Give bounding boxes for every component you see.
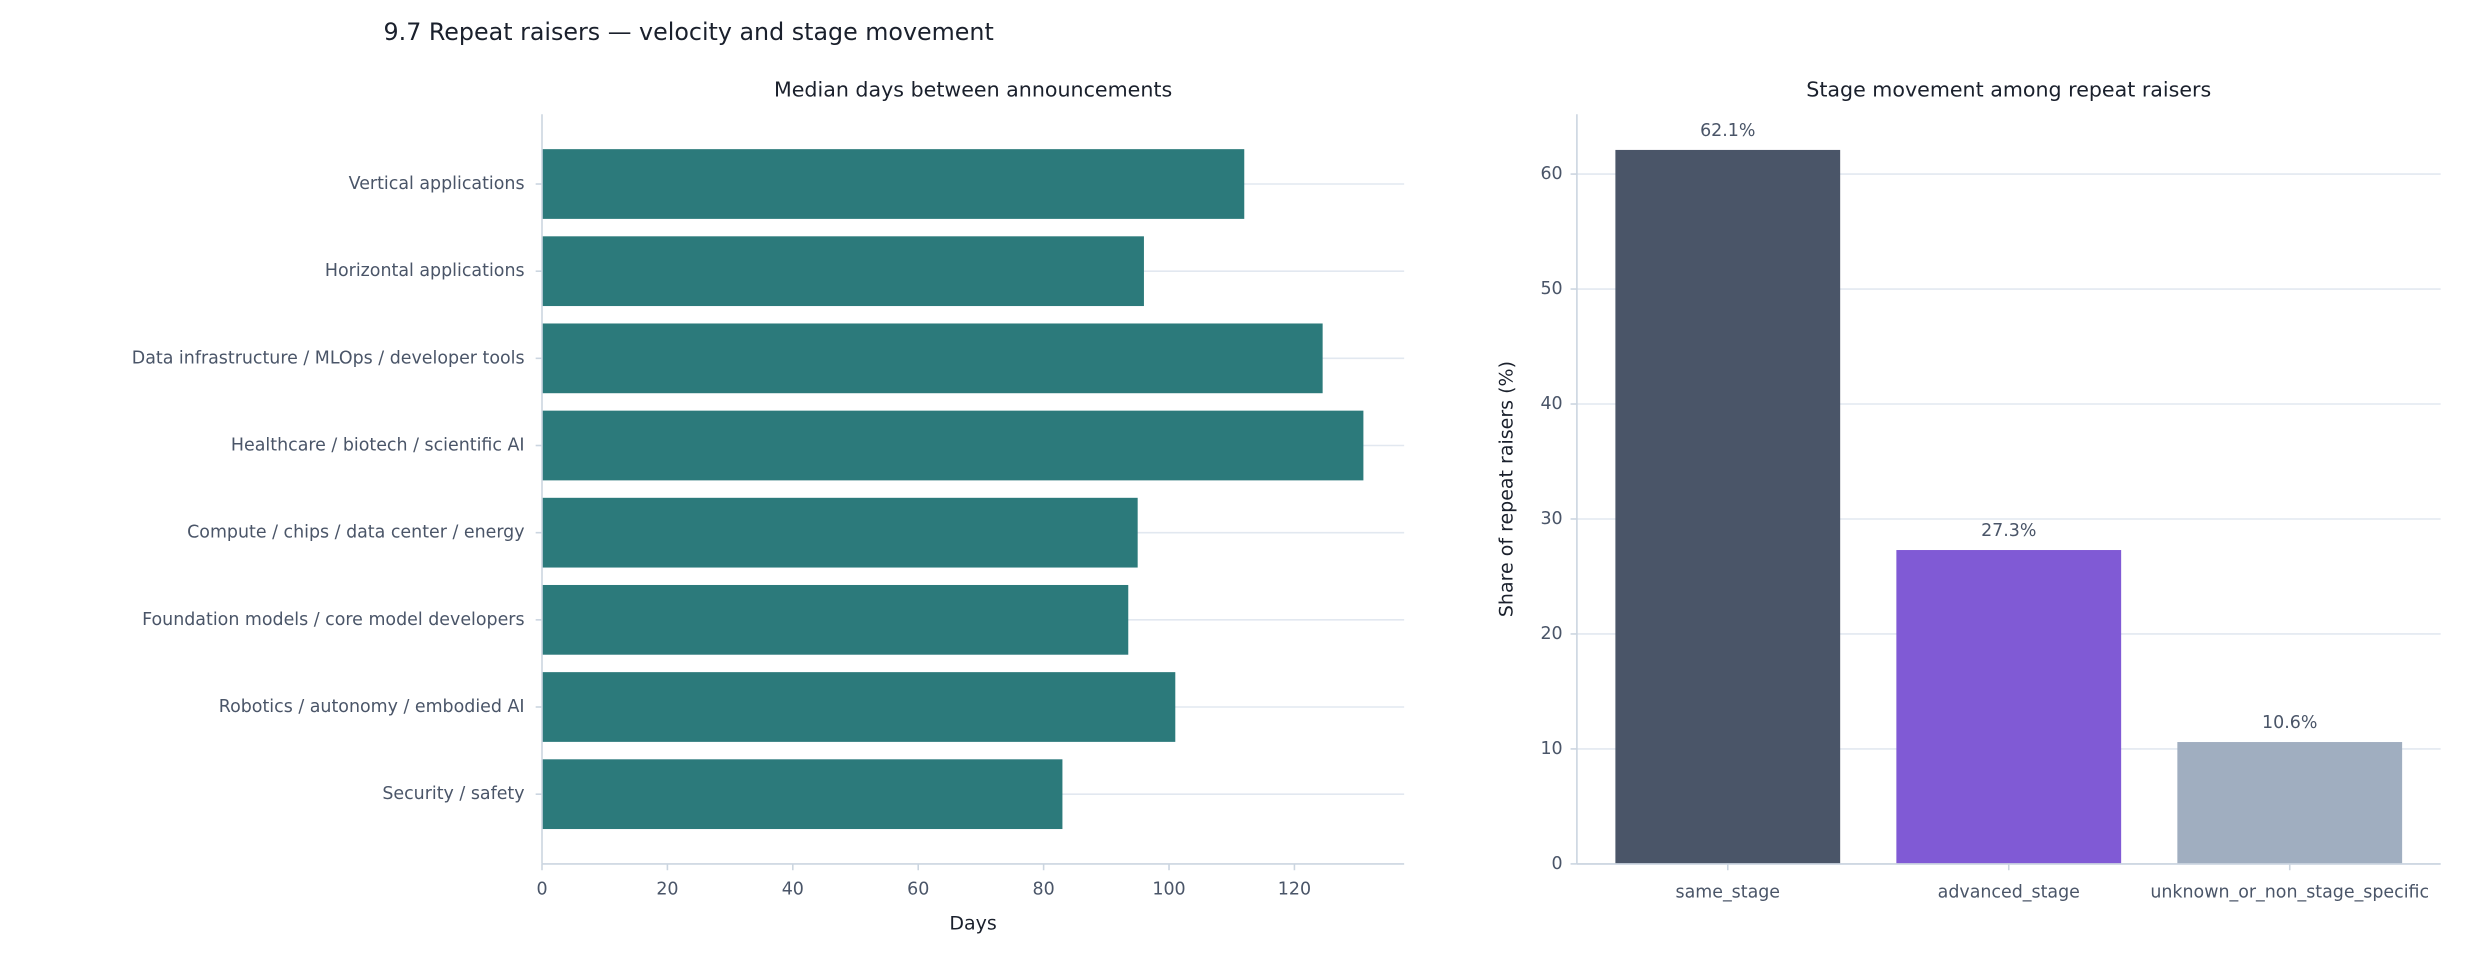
y-tick-label: Foundation models / core model developer… <box>142 610 524 630</box>
bar <box>542 149 1245 219</box>
bar <box>542 759 1063 830</box>
chart-title: Median days between announcements <box>774 78 1172 102</box>
bar <box>542 672 1176 742</box>
y-tick-label: 0 <box>1552 854 1563 874</box>
y-tick-label: Security / safety <box>382 784 524 804</box>
y-tick-label: 20 <box>1540 624 1562 644</box>
y-tick-label: 50 <box>1540 279 1562 299</box>
y-tick-label: Vertical applications <box>349 174 525 194</box>
figure-title: 9.7 Repeat raisers — velocity and stage … <box>384 18 994 46</box>
x-tick-label: 100 <box>1152 879 1185 899</box>
bar <box>542 584 1129 655</box>
y-tick-label: Robotics / autonomy / embodied AI <box>219 697 525 717</box>
y-tick-label: Compute / chips / data center / energy <box>187 523 524 543</box>
y-axis-label: Share of repeat raisers (%) <box>1496 361 1518 617</box>
y-tick-label: 60 <box>1540 164 1562 184</box>
x-tick-label: 40 <box>782 879 804 899</box>
x-tick-label: same_stage <box>1676 882 1781 902</box>
bar <box>542 497 1138 568</box>
bar <box>1896 550 2122 864</box>
data-label: 27.3% <box>1981 521 2036 541</box>
x-tick-label: 120 <box>1278 879 1311 899</box>
y-tick-label: Healthcare / biotech / scientific AI <box>231 436 525 456</box>
data-label: 62.1% <box>1700 121 1755 141</box>
data-label: 10.6% <box>2262 713 2317 733</box>
x-tick-label: 60 <box>907 879 929 899</box>
x-tick-label: 0 <box>536 879 547 899</box>
bar <box>542 410 1364 481</box>
y-tick-label: 10 <box>1540 739 1562 759</box>
bar <box>2177 742 2403 864</box>
x-tick-label: advanced_stage <box>1938 882 2080 902</box>
x-axis-label: Days <box>949 913 996 935</box>
y-tick-label: 30 <box>1540 509 1562 529</box>
chart-title: Stage movement among repeat raisers <box>1806 78 2211 102</box>
y-tick-label: 40 <box>1540 394 1562 414</box>
x-tick-label: 80 <box>1033 879 1055 899</box>
x-tick-label: 20 <box>656 879 678 899</box>
y-tick-label: Data infrastructure / MLOps / developer … <box>132 348 525 368</box>
bar <box>542 236 1144 307</box>
x-tick-label: unknown_or_non_stage_specific <box>2150 882 2429 902</box>
bar <box>542 323 1323 394</box>
y-tick-label: Horizontal applications <box>325 261 525 281</box>
bar <box>1615 149 1841 864</box>
